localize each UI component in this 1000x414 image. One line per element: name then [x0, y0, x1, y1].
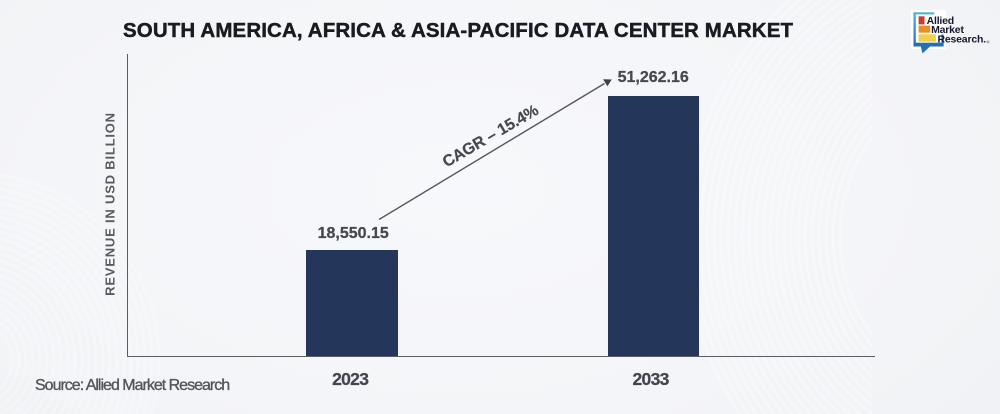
svg-text:Research.: Research.: [938, 33, 987, 45]
svg-text:Market: Market: [931, 24, 964, 36]
svg-text:®: ®: [987, 40, 990, 45]
svg-text:Allied: Allied: [927, 15, 954, 27]
